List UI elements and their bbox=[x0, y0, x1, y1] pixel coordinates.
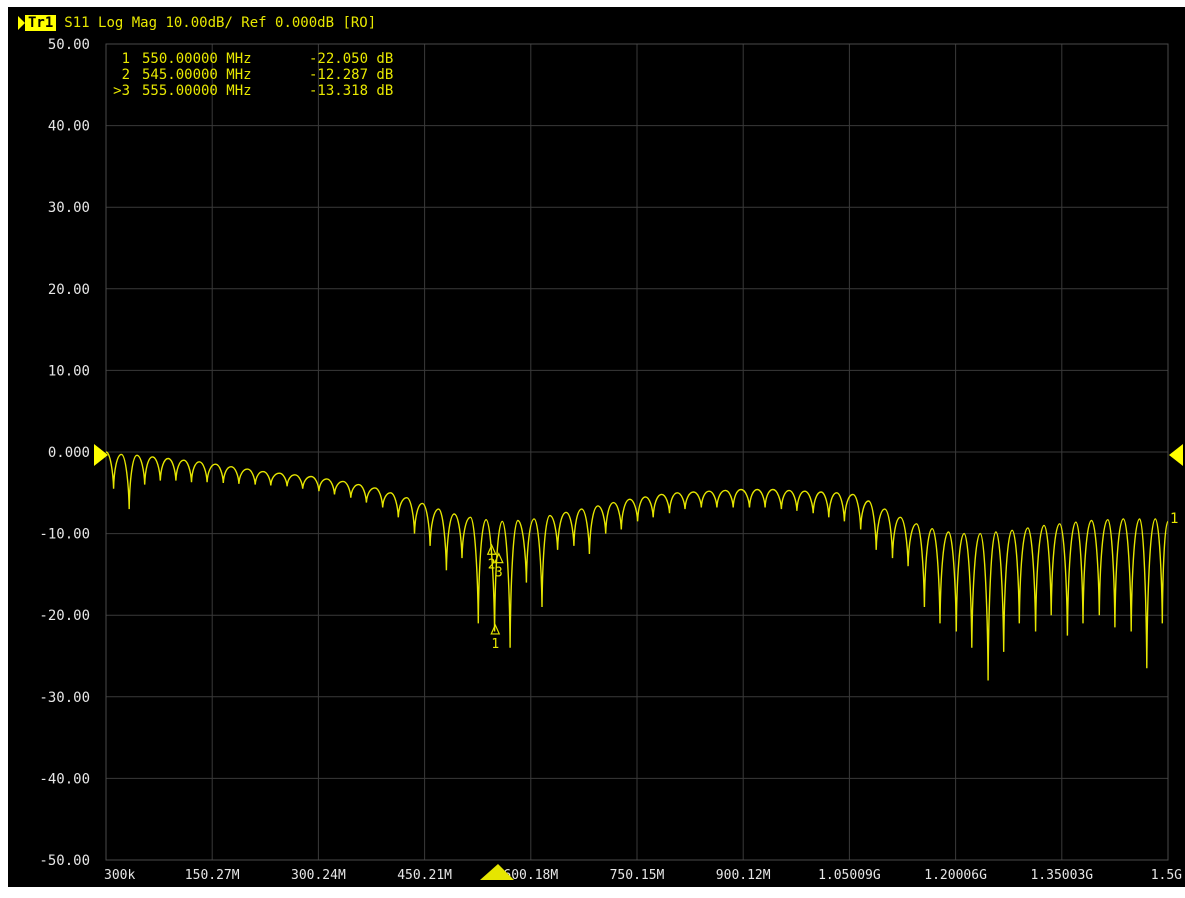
marker-1-glyph[interactable]: 1 bbox=[490, 623, 501, 652]
marker-2-glyph[interactable]: 2 bbox=[486, 543, 497, 572]
y-tick-label: 50.00 bbox=[48, 37, 90, 53]
y-tick-label: -50.00 bbox=[39, 853, 90, 869]
marker-table: 1 550.00000 MHz -22.050 dB 2 545.00000 M… bbox=[113, 51, 393, 99]
reference-level-right-icon[interactable] bbox=[1169, 444, 1183, 466]
x-tick-label: 1.5G bbox=[1151, 868, 1182, 883]
marker-2-value: -12.287 dB bbox=[309, 67, 393, 83]
marker-1-value: -22.050 dB bbox=[309, 51, 393, 67]
y-tick-label: -30.00 bbox=[39, 690, 90, 706]
y-tick-label: -40.00 bbox=[39, 771, 90, 787]
marker-1-freq: 550.00000 MHz bbox=[142, 51, 252, 67]
x-tick-labels: 300k 150.27M 300.24M 450.21M 600.18M 750.15M 9… bbox=[104, 868, 1182, 883]
y-tick-label: -20.00 bbox=[39, 608, 90, 624]
x-tick-label: 750.15M bbox=[610, 868, 665, 883]
active-marker-x-icon[interactable] bbox=[480, 864, 514, 880]
marker-number-label: 1 bbox=[491, 637, 499, 652]
marker-3-id: >3 bbox=[113, 83, 130, 99]
x-tick-label: 1.20006G bbox=[924, 868, 987, 883]
marker-number-label: 2 bbox=[488, 557, 496, 572]
marker-2-freq: 545.00000 MHz bbox=[142, 67, 252, 83]
trace-header: Tr1 S11 Log Mag 10.00dB/ Ref 0.000dB [RO… bbox=[18, 12, 376, 34]
analyzer-screen: Tr1 S11 Log Mag 10.00dB/ Ref 0.000dB [RO… bbox=[8, 7, 1185, 887]
reference-level-left-icon[interactable] bbox=[94, 444, 108, 466]
marker-1-id: 1 bbox=[122, 51, 130, 67]
y-tick-label: -10.00 bbox=[39, 527, 90, 543]
y-tick-label: 20.00 bbox=[48, 282, 90, 298]
y-tick-label: 40.00 bbox=[48, 119, 90, 135]
y-tick-label: 10.00 bbox=[48, 363, 90, 379]
trace-tag[interactable]: Tr1 bbox=[18, 15, 57, 31]
x-tick-label: 300.24M bbox=[291, 868, 346, 883]
marker-triangle-icon bbox=[490, 623, 501, 635]
marker-number-label: 3 bbox=[495, 566, 503, 581]
trace-arrow-icon bbox=[18, 16, 25, 30]
trace-label: Tr1 bbox=[25, 15, 57, 31]
x-tick-label: 1.35003G bbox=[1030, 868, 1093, 883]
trace-end-label: 1 bbox=[1170, 511, 1178, 527]
y-tick-labels: 50.00 40.00 30.00 20.00 10.00 0.000 -10.00 -20.… bbox=[39, 37, 90, 869]
marker-3-value: -13.318 dB bbox=[309, 83, 393, 99]
x-tick-label: 300k bbox=[104, 868, 135, 883]
trace-info: S11 Log Mag 10.00dB/ Ref 0.000dB [RO] bbox=[64, 15, 377, 31]
x-tick-label: 1.05009G bbox=[818, 868, 881, 883]
x-tick-label: 450.21M bbox=[397, 868, 452, 883]
y-tick-label: 30.00 bbox=[48, 200, 90, 216]
y-tick-label: 0.000 bbox=[48, 445, 90, 461]
marker-3-freq: 555.00000 MHz bbox=[142, 83, 252, 99]
marker-triangle-icon bbox=[486, 543, 497, 555]
marker-triangle-icon bbox=[493, 552, 504, 564]
trace-line-s11 bbox=[105, 451, 1169, 681]
marker-2-id: 2 bbox=[122, 67, 130, 83]
chart-plot: 50.00 40.00 30.00 20.00 10.00 0.000 -10.00 -20.… bbox=[39, 37, 1183, 883]
grid-lines bbox=[105, 43, 1169, 861]
x-tick-label: 600.18M bbox=[503, 868, 558, 883]
x-tick-label: 900.12M bbox=[716, 868, 771, 883]
marker-glyphs: 1 23 bbox=[486, 543, 504, 652]
x-tick-label: 150.27M bbox=[185, 868, 240, 883]
marker-3-glyph[interactable]: 3 bbox=[493, 552, 504, 581]
